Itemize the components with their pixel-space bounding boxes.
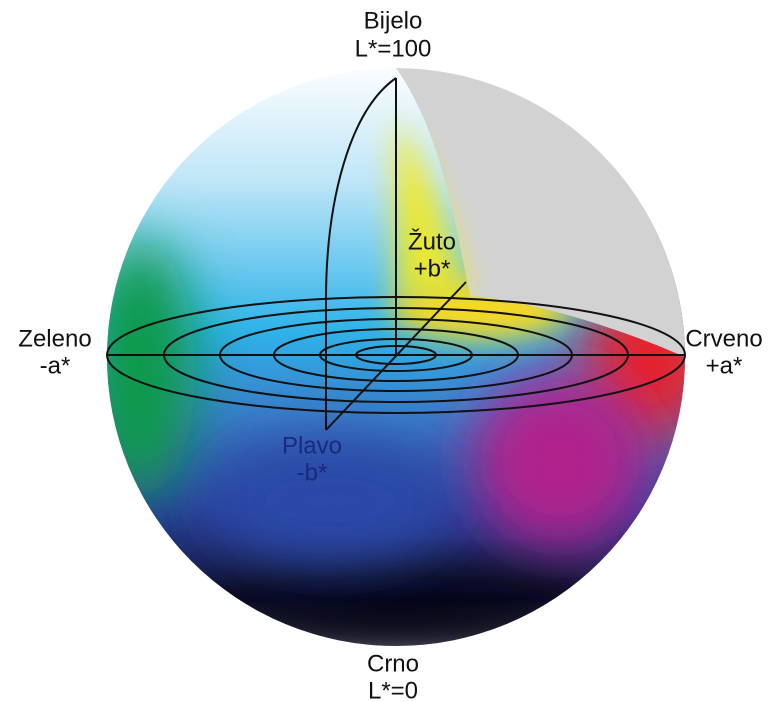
label: L*=100 (355, 35, 432, 62)
label: L*=0 (368, 677, 418, 702)
label: +a* (706, 352, 743, 379)
sphere-colors (107, 68, 685, 646)
label: Crno (367, 650, 419, 677)
label: Crveno (685, 325, 762, 352)
label: +b* (414, 255, 451, 282)
label: Plavo (282, 432, 342, 459)
label: Žuto (408, 228, 456, 255)
axes-and-rings (106, 77, 686, 431)
label: Zeleno (18, 325, 91, 352)
label: Bijelo (364, 7, 423, 34)
label: -b* (297, 459, 328, 486)
label: -a* (40, 352, 71, 379)
